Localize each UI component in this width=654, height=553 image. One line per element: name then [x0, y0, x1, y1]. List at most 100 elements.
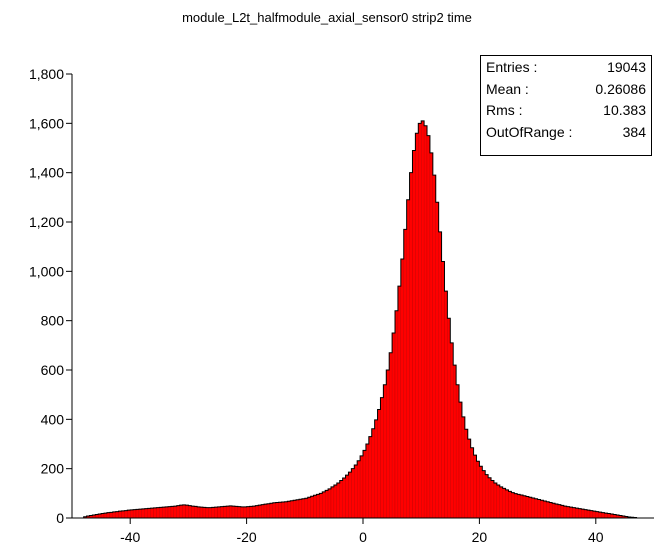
- stats-mean-row: Mean : 0.26086: [481, 79, 651, 101]
- histogram-bar: [578, 508, 582, 519]
- histogram-bar: [182, 504, 186, 519]
- histogram-bar: [447, 318, 451, 519]
- histogram-bar: [400, 258, 404, 519]
- histogram-bar: [327, 488, 332, 519]
- histogram-bar: [421, 120, 425, 519]
- histogram-bar: [263, 504, 268, 519]
- histogram-bar: [266, 503, 271, 519]
- stats-outofrange-label: OutOfRange :: [486, 123, 573, 140]
- histogram-bar: [304, 498, 308, 519]
- histogram-bar: [377, 409, 381, 519]
- histogram-bar: [287, 501, 291, 519]
- histogram-bar: [534, 498, 538, 519]
- histogram-bar: [429, 152, 433, 519]
- histogram-bar: [441, 261, 445, 519]
- histogram-bar: [135, 509, 140, 519]
- histogram-bar: [490, 480, 495, 519]
- histogram-bar: [482, 470, 486, 519]
- histogram-bar: [310, 496, 314, 519]
- histogram-bar: [514, 493, 518, 519]
- histogram-bar: [505, 489, 509, 519]
- histogram-bar: [517, 494, 521, 519]
- histogram-bar: [546, 501, 550, 519]
- histogram-bar: [348, 471, 352, 519]
- y-tick-label: 200: [41, 461, 65, 477]
- histogram-bar: [170, 506, 175, 519]
- histogram-bar: [391, 332, 396, 519]
- histogram-bar: [581, 508, 585, 519]
- histogram-bar: [243, 506, 247, 519]
- histogram-bar: [162, 506, 166, 519]
- histogram-bar: [508, 491, 512, 519]
- stats-entries-row: Entries : 19043: [481, 56, 651, 79]
- histogram-bar: [487, 477, 492, 519]
- histogram-bar: [569, 506, 573, 519]
- histogram-bar: [260, 504, 265, 519]
- stats-rms-label: Rms :: [486, 102, 523, 118]
- histogram-bar: [214, 506, 218, 519]
- histogram-bar: [450, 342, 454, 519]
- histogram-bar: [362, 450, 367, 519]
- histogram-bar: [563, 506, 567, 519]
- histogram-bar: [208, 507, 212, 519]
- histogram-bar: [246, 506, 250, 519]
- histogram-bar: [284, 501, 288, 519]
- histogram-bar: [432, 174, 436, 519]
- histogram-bar: [351, 468, 355, 519]
- histogram-bar: [228, 505, 233, 519]
- histogram-bar: [226, 506, 230, 519]
- stats-outofrange-row: OutOfRange : 384: [481, 122, 651, 144]
- histogram-bar: [188, 505, 192, 519]
- histogram-bar: [156, 507, 160, 519]
- histogram-bar: [479, 466, 483, 519]
- histogram-bar: [415, 133, 419, 519]
- y-axis: 0 200 400 600 800 1,000 1,200 1,400 1,600 1,800: [29, 66, 73, 526]
- histogram-bar: [211, 507, 215, 519]
- y-tick-label: 1,200: [29, 214, 64, 230]
- histogram-bar: [173, 506, 177, 519]
- histogram-bar: [566, 506, 570, 519]
- y-tick-label: 0: [56, 510, 64, 526]
- y-tick-label: 1,000: [29, 263, 64, 279]
- histogram-bar: [365, 443, 369, 519]
- histogram-bar: [301, 498, 305, 519]
- histogram-bar: [191, 506, 195, 519]
- histogram-bar: [316, 494, 320, 519]
- histogram-bar: [153, 507, 157, 519]
- histogram-bar: [298, 499, 303, 519]
- histogram-bar: [519, 494, 524, 519]
- histogram-bar: [167, 506, 172, 519]
- y-tick-label: 1,800: [29, 66, 64, 82]
- histogram-bar: [202, 507, 207, 519]
- y-tick-label: 1,400: [29, 165, 64, 181]
- histogram-bar: [464, 429, 468, 519]
- histogram-bar: [164, 506, 169, 519]
- histogram-bar: [313, 495, 317, 519]
- histogram-bar: [258, 505, 262, 519]
- y-tick-label: 800: [41, 313, 65, 329]
- histogram-bar: [386, 369, 390, 519]
- histogram-bar: [496, 484, 500, 519]
- x-tick-label: -40: [120, 529, 140, 545]
- histogram-bar: [185, 505, 189, 519]
- stats-entries-label: Entries :: [486, 59, 538, 75]
- histogram-bar: [467, 438, 471, 519]
- histogram-bar: [493, 482, 498, 519]
- histogram-bar: [138, 508, 142, 519]
- histogram-bar: [444, 290, 448, 519]
- histogram-bar: [540, 500, 544, 519]
- histogram-bar: [458, 401, 463, 519]
- histogram-bar: [194, 506, 198, 519]
- histogram-bar: [223, 506, 227, 519]
- histogram-bar: [584, 509, 588, 519]
- histogram-bar: [560, 505, 564, 519]
- y-tick-label: 600: [41, 362, 65, 378]
- histogram-bar: [426, 135, 431, 519]
- histogram-bar: [499, 486, 503, 519]
- histogram-bar: [485, 474, 489, 519]
- histogram-bar: [339, 480, 343, 519]
- histogram-bar: [275, 502, 279, 519]
- histogram-bar: [147, 508, 151, 519]
- histogram-bar: [412, 150, 416, 519]
